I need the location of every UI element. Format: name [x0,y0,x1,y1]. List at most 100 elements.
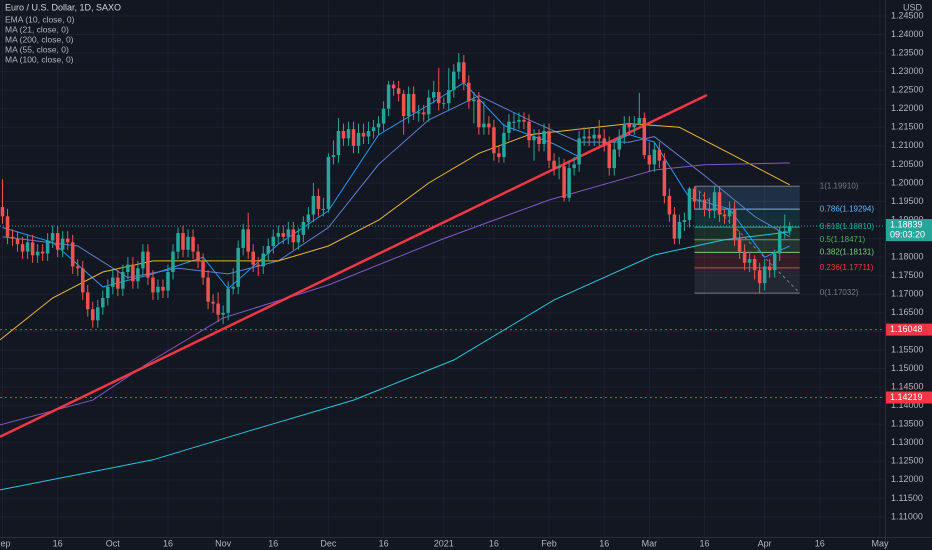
candle-body [376,123,381,128]
candle-body [286,229,291,237]
candle-body [196,251,200,261]
fib-band [694,267,800,294]
y-tick-label: 1.21500 [891,122,924,132]
candle-body [472,99,476,102]
candle-body [777,231,782,254]
candle-body [762,266,767,284]
y-tick-label: 1.19500 [891,196,924,206]
candle-body [30,242,35,256]
candle-body [712,192,717,211]
legend-entry: EMA (10, close, 0) [5,14,75,24]
candle-body [116,277,120,289]
candle-body [702,199,707,209]
legend-entry: MA (100, close, 0) [5,54,74,64]
candle-body [276,233,281,237]
x-tick-label: 2021 [434,538,454,548]
candle-body [401,93,406,117]
y-tick-label: 1.15000 [891,363,924,373]
candle-body [436,92,441,104]
candle-body [772,253,777,271]
y-tick-label: 1.20500 [891,159,924,169]
candle-body [266,246,271,254]
x-tick-label: Nov [215,538,232,548]
y-tick-label: 1.23500 [891,47,924,57]
price-tag-label: 1.14219 [890,392,923,402]
candle-body [747,259,752,263]
candle-body [111,277,115,287]
candle-body [647,155,652,165]
candle-body [426,97,431,115]
candle-body [752,259,757,271]
candle-body [351,129,356,146]
candle-body [221,312,225,315]
legend-entry: MA (200, close, 0) [5,34,74,44]
candle-body [50,233,55,241]
candle-body [326,156,331,209]
chart-title: Euro / U.S. Dollar, 1D, SAXO [5,2,121,12]
legend-entry: MA (21, close, 0) [5,24,69,34]
candle-body [211,301,215,304]
y-tick-label: 1.14500 [891,381,924,391]
candle-body [431,92,436,98]
y-tick-label: 1.21000 [891,140,924,150]
candle-body [361,132,366,137]
candle-body [291,229,296,243]
candle-body [592,134,596,139]
y-tick-label: 1.15500 [891,344,924,354]
candle-body [356,132,361,146]
candles [0,53,792,328]
candle-body [557,166,561,169]
candle-body [151,277,155,293]
price-tag-label: 1.16048 [890,324,923,334]
candle-body [657,149,662,161]
trend-line [0,93,708,438]
candle-body [121,272,125,289]
candle-body [727,208,732,217]
candle-body [462,62,466,83]
candle-body [782,231,787,233]
candle-body [677,221,682,239]
candle-body [672,214,677,239]
fib-label: 0(1.17032) [820,288,859,297]
candle-body [697,199,702,202]
y-tick-label: 1.16500 [891,307,924,317]
candle-body [582,136,586,139]
candle-body [146,251,150,278]
candle-body [532,136,536,141]
candle-body [652,149,657,165]
candle-body [5,216,10,237]
candle-body [65,238,70,243]
indicator-line [0,162,790,426]
y-tick-label: 1.18000 [891,252,924,262]
candle-body [507,121,511,133]
candle-body [421,112,426,115]
candle-body [732,208,737,239]
countdown-label: 09:03:20 [890,229,925,239]
x-tick-label: 16 [599,538,609,548]
y-tick-label: 1.12000 [891,474,924,484]
candle-body [85,292,90,310]
candle-body [10,236,15,239]
candle-body [482,123,486,128]
candle-body [40,251,45,254]
candle-body [251,251,255,265]
fib-label: 0.236(1.17711) [820,263,874,272]
x-tick-label: Mar [642,538,658,548]
candle-body [366,131,371,137]
candle-body [587,136,591,139]
y-tick-label: 1.23000 [891,66,924,76]
candle-body [131,264,135,282]
candle-body [261,253,265,267]
legend: Euro / U.S. Dollar, 1D, SAXO EMA (10, cl… [5,2,121,64]
candle-body [55,233,60,250]
candle-body [15,238,20,245]
candle-body [386,84,391,109]
candle-body [306,214,311,222]
candle-body [136,268,140,282]
y-tick-label: 1.24000 [891,29,924,39]
candle-body [35,251,40,256]
y-tick-label: 1.24500 [891,10,924,20]
candle-body [241,229,245,248]
price-tag [886,391,932,404]
